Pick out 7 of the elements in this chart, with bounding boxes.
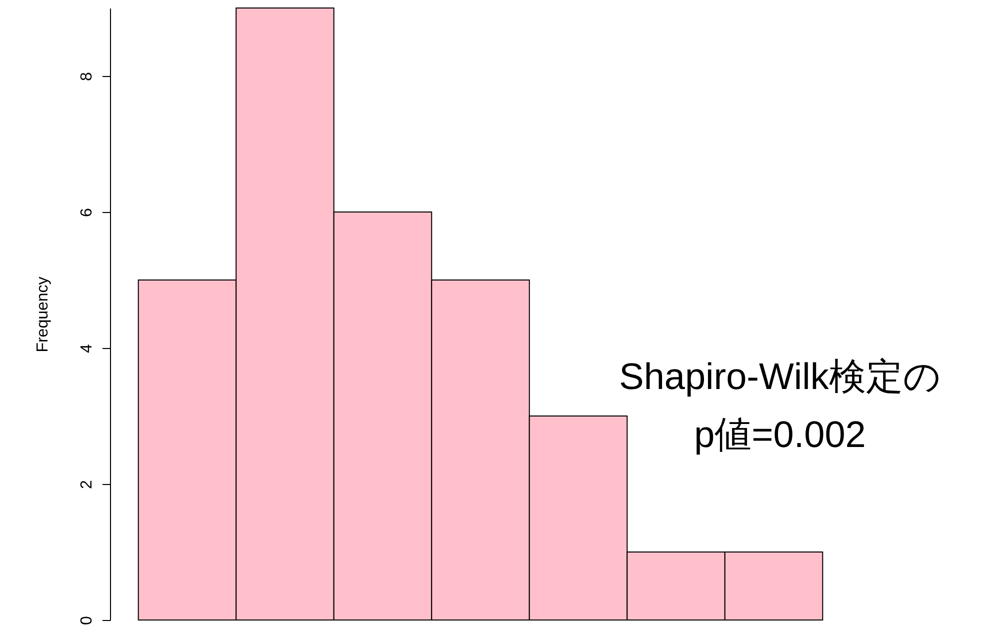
y-tick-label: 8 <box>78 72 96 81</box>
annotation: Shapiro-Wilk検定の p値=0.002 <box>619 356 941 455</box>
y-axis-title: Frequency <box>34 276 52 352</box>
y-tick-label: 0 <box>78 616 96 625</box>
y-tick-label: 4 <box>78 344 96 353</box>
y-tick-label: 6 <box>78 208 96 217</box>
y-tick-label: 2 <box>78 480 96 489</box>
